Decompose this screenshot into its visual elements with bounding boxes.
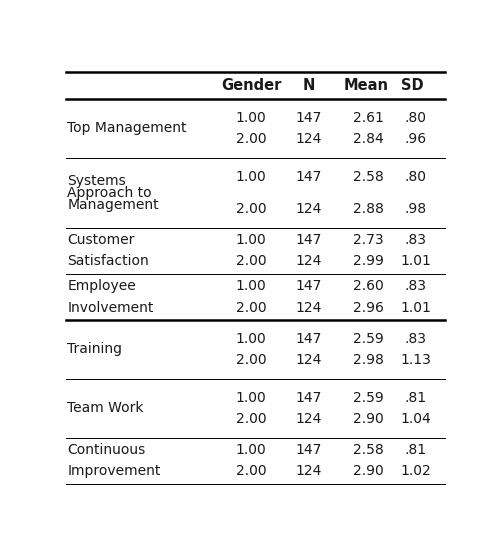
Text: 2.00: 2.00	[236, 353, 267, 367]
Text: Satisfaction: Satisfaction	[68, 254, 149, 269]
Text: SD: SD	[401, 78, 423, 93]
Text: 2.88: 2.88	[353, 202, 383, 216]
Text: 2.59: 2.59	[353, 332, 383, 346]
Text: 1.00: 1.00	[236, 391, 267, 405]
Text: 124: 124	[295, 412, 322, 426]
Text: 124: 124	[295, 300, 322, 314]
Text: .80: .80	[405, 111, 427, 124]
Text: 2.00: 2.00	[236, 300, 267, 314]
Text: Mean: Mean	[344, 78, 389, 93]
Text: Approach to: Approach to	[68, 186, 152, 200]
Text: 147: 147	[295, 233, 322, 247]
Text: 2.99: 2.99	[353, 254, 383, 269]
Text: .80: .80	[405, 170, 427, 183]
Text: Continuous: Continuous	[68, 443, 146, 457]
Text: 2.00: 2.00	[236, 254, 267, 269]
Text: Gender: Gender	[221, 78, 282, 93]
Text: 124: 124	[295, 353, 322, 367]
Text: 1.00: 1.00	[236, 443, 267, 457]
Text: .81: .81	[405, 443, 427, 457]
Text: 1.01: 1.01	[401, 300, 431, 314]
Text: Management: Management	[68, 198, 159, 212]
Text: 1.00: 1.00	[236, 111, 267, 124]
Text: N: N	[302, 78, 315, 93]
Text: 2.96: 2.96	[353, 300, 383, 314]
Text: Customer: Customer	[68, 233, 135, 247]
Text: 2.61: 2.61	[353, 111, 383, 124]
Text: 2.98: 2.98	[353, 353, 383, 367]
Text: 147: 147	[295, 391, 322, 405]
Text: Systems: Systems	[68, 174, 126, 188]
Text: 1.00: 1.00	[236, 332, 267, 346]
Text: 1.01: 1.01	[401, 254, 431, 269]
Text: .83: .83	[405, 332, 427, 346]
Text: 147: 147	[295, 280, 322, 293]
Text: 1.00: 1.00	[236, 170, 267, 183]
Text: 147: 147	[295, 443, 322, 457]
Text: 2.90: 2.90	[353, 465, 383, 478]
Text: 124: 124	[295, 254, 322, 269]
Text: Team Work: Team Work	[68, 401, 144, 416]
Text: 1.13: 1.13	[401, 353, 431, 367]
Text: 124: 124	[295, 202, 322, 216]
Text: 2.00: 2.00	[236, 202, 267, 216]
Text: Top Management: Top Management	[68, 121, 187, 135]
Text: 147: 147	[295, 170, 322, 183]
Text: 1.00: 1.00	[236, 233, 267, 247]
Text: 1.02: 1.02	[401, 465, 431, 478]
Text: 2.90: 2.90	[353, 412, 383, 426]
Text: 147: 147	[295, 111, 322, 124]
Text: 147: 147	[295, 332, 322, 346]
Text: 2.59: 2.59	[353, 391, 383, 405]
Text: Improvement: Improvement	[68, 465, 161, 478]
Text: 2.58: 2.58	[353, 170, 383, 183]
Text: Employee: Employee	[68, 280, 136, 293]
Text: .98: .98	[405, 202, 427, 216]
Text: 2.84: 2.84	[353, 132, 383, 146]
Text: 1.04: 1.04	[401, 412, 431, 426]
Text: 124: 124	[295, 132, 322, 146]
Text: .83: .83	[405, 280, 427, 293]
Text: 2.00: 2.00	[236, 465, 267, 478]
Text: Involvement: Involvement	[68, 300, 154, 314]
Text: 2.73: 2.73	[353, 233, 383, 247]
Text: Training: Training	[68, 342, 123, 357]
Text: 2.60: 2.60	[353, 280, 383, 293]
Text: .96: .96	[405, 132, 427, 146]
Text: 2.00: 2.00	[236, 132, 267, 146]
Text: 2.00: 2.00	[236, 412, 267, 426]
Text: 124: 124	[295, 465, 322, 478]
Text: 1.00: 1.00	[236, 280, 267, 293]
Text: 2.58: 2.58	[353, 443, 383, 457]
Text: .81: .81	[405, 391, 427, 405]
Text: .83: .83	[405, 233, 427, 247]
